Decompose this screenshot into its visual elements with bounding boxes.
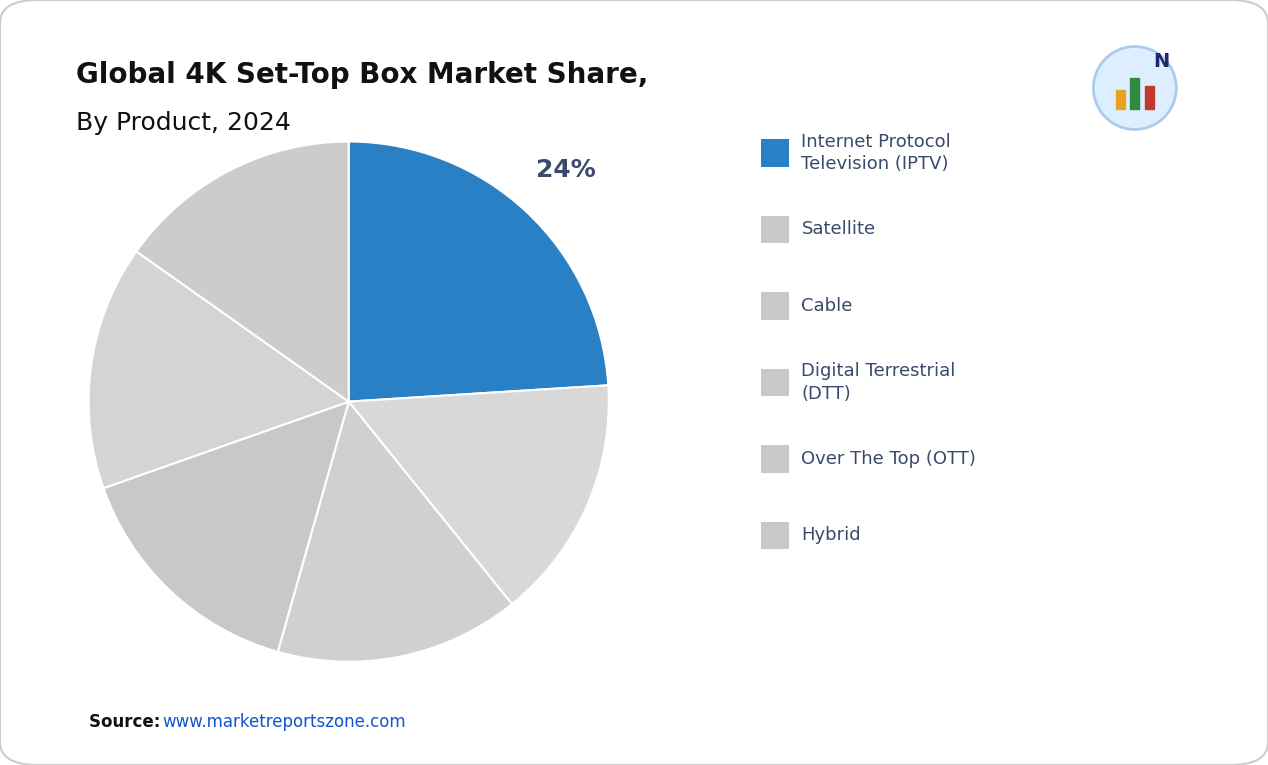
Text: Satellite: Satellite xyxy=(801,220,875,239)
Text: Digital Terrestrial
(DTT): Digital Terrestrial (DTT) xyxy=(801,363,956,402)
Wedge shape xyxy=(349,386,609,604)
Wedge shape xyxy=(104,402,349,652)
Polygon shape xyxy=(1093,47,1177,129)
Wedge shape xyxy=(349,142,609,402)
Text: N: N xyxy=(1154,51,1170,70)
Text: 24%: 24% xyxy=(536,158,596,182)
Wedge shape xyxy=(137,142,349,402)
Wedge shape xyxy=(89,252,349,488)
Wedge shape xyxy=(278,402,512,662)
Text: www.marketreportszone.com: www.marketreportszone.com xyxy=(162,712,406,731)
Text: Internet Protocol
Television (IPTV): Internet Protocol Television (IPTV) xyxy=(801,133,951,173)
Text: Hybrid: Hybrid xyxy=(801,526,861,545)
Bar xyxy=(1116,90,1125,109)
Bar xyxy=(1130,77,1140,109)
Bar xyxy=(1145,86,1154,109)
Text: By Product, 2024: By Product, 2024 xyxy=(76,111,290,135)
Text: Cable: Cable xyxy=(801,297,853,315)
Text: Global 4K Set-Top Box Market Share,: Global 4K Set-Top Box Market Share, xyxy=(76,61,648,90)
Text: Source:: Source: xyxy=(89,712,166,731)
Text: Over The Top (OTT): Over The Top (OTT) xyxy=(801,450,976,468)
